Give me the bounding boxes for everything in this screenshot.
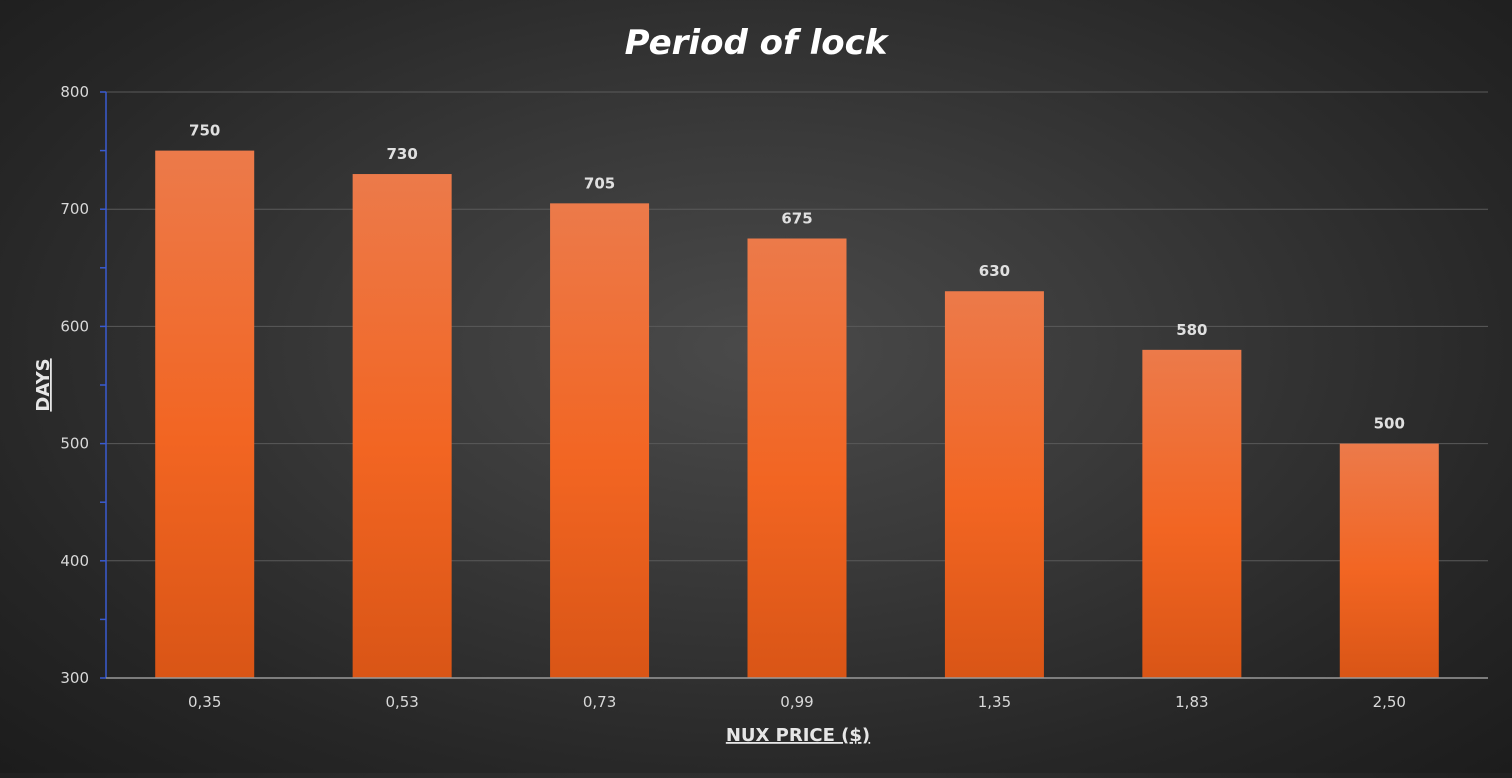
y-tick-label: 600 [60,317,89,335]
bar [944,291,1044,678]
y-tick-labels: 300 400 500 600 700 800 [60,83,89,687]
data-label: 500 [1374,415,1405,433]
y-tick-label: 700 [60,200,89,218]
x-tick-label: 2,50 [1373,693,1406,711]
bar [1142,349,1242,678]
x-axis-title: NUX PRICE ($) [726,725,870,746]
y-axis-title: DAYS [33,358,54,411]
x-tick-label: 0,35 [188,693,221,711]
data-label: 630 [979,262,1010,280]
data-labels: 750 730 705 675 630 580 500 [189,122,1405,433]
bar [352,174,452,679]
bar [155,150,255,679]
x-tick-labels: 0,35 0,53 0,73 0,99 1,35 1,83 2,50 [188,693,1406,711]
x-tick-label: 1,35 [978,693,1011,711]
bar [1339,443,1439,678]
y-tick-label: 500 [60,435,89,453]
axes [100,91,1488,679]
data-label: 730 [386,145,417,163]
x-tick-label: 0,53 [385,693,418,711]
data-label: 580 [1176,321,1207,339]
bar [747,238,847,678]
x-tick-label: 0,73 [583,693,616,711]
data-label: 675 [781,210,812,228]
y-tick-label: 400 [60,552,89,570]
y-tick-label: 300 [60,669,89,687]
chart-title: Period of lock [625,23,890,63]
y-tick-label: 800 [60,83,89,101]
data-label: 750 [189,122,220,140]
data-label: 705 [584,174,615,192]
bars [155,150,1439,679]
bar [550,203,650,678]
x-tick-label: 1,83 [1175,693,1208,711]
x-tick-label: 0,99 [780,693,813,711]
